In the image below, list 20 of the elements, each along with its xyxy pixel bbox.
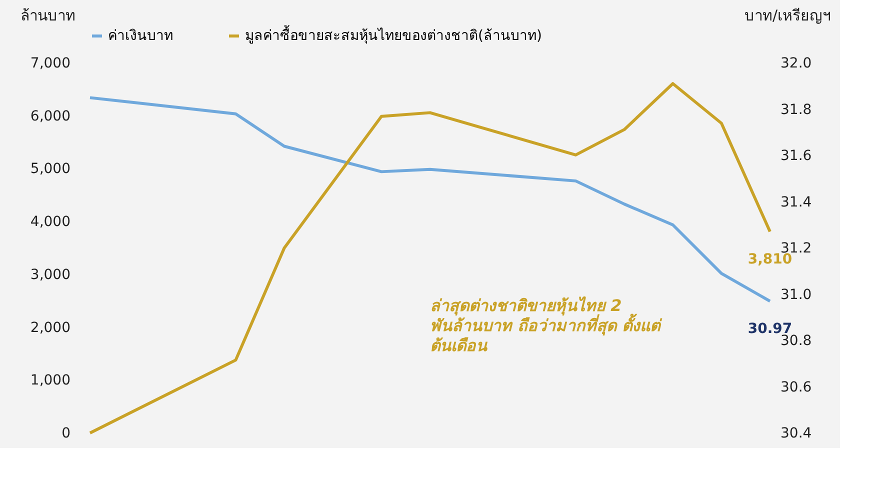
y2-tick-label: 31.6 [780,148,812,164]
y-tick-label: 1,000 [30,372,70,389]
y-tick-label: 3,000 [30,266,70,283]
y-tick-label: 5,000 [30,161,70,178]
y-tick-label: 4,000 [30,214,70,230]
y-tick-label: 0 [62,426,70,442]
annotation: ล่าสุดต่างชาติขายหุ้นไทย 2 พันล้านบาท ถือว่ามากที่สุด ตั้งแต่ ต้นเดือน [430,296,664,355]
y2-tick-label: 31.4 [780,194,812,210]
legend-label: ค่าเงินบาท [108,28,173,44]
y-tick-label: 7,000 [30,56,70,72]
y-tick-label: 2,000 [30,320,70,336]
y2-axis-title: บาท/เหรียญฯ [744,6,830,24]
y2-tick-label: 32.0 [780,56,812,72]
y2-tick-label: 31.8 [780,102,812,118]
y2-tick-label: 30.4 [780,426,812,442]
y2-tick-label: 30.6 [780,379,812,396]
y2-tick-label: 31.0 [780,286,812,303]
y-tick-label: 6,000 [30,108,70,124]
legend-label: มูลค่าซื้อขายสะสมหุ้นไทยของต่างชาติ(ล้านบาท) [245,25,542,44]
y-axis-title: ล้านบาท [20,6,76,24]
